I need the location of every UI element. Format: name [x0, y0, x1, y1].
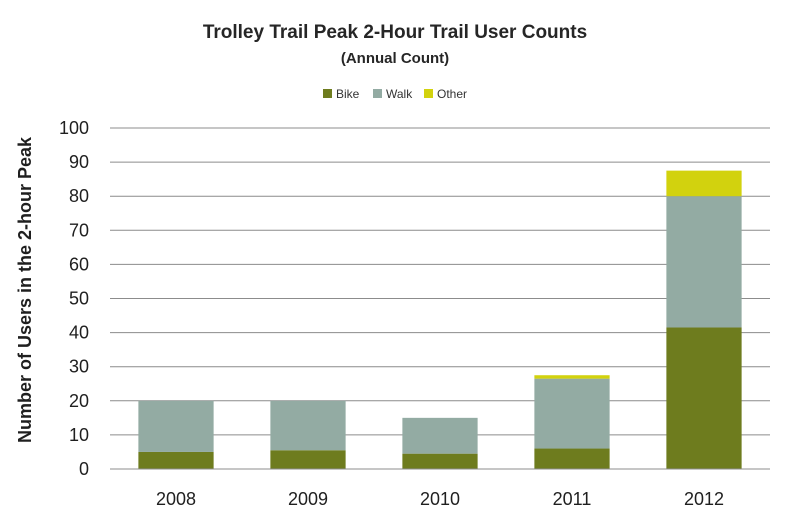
y-tick-label: 50	[69, 289, 89, 309]
legend: Bike Walk Other	[323, 87, 467, 101]
bar-walk-2008	[138, 400, 214, 452]
bar-walk-2011	[534, 378, 610, 449]
legend-label-other: Other	[437, 87, 467, 101]
y-tick-label: 100	[59, 118, 89, 138]
legend-swatch-walk	[373, 89, 382, 98]
bar-walk-2009	[270, 400, 346, 451]
legend-swatch-other	[424, 89, 433, 98]
y-axis-label: Number of Users in the 2-hour Peak	[15, 136, 35, 443]
x-tick-label: 2009	[288, 489, 328, 509]
y-tick-label: 0	[79, 459, 89, 479]
legend-label-bike: Bike	[336, 87, 360, 101]
y-tick-label: 70	[69, 220, 89, 240]
y-tick-label: 20	[69, 391, 89, 411]
legend-swatch-bike	[323, 89, 332, 98]
bar-bike-2012	[666, 327, 742, 469]
y-tick-label: 10	[69, 425, 89, 445]
bar-bike-2009	[270, 450, 346, 469]
x-tick-label: 2010	[420, 489, 460, 509]
chart-subtitle: (Annual Count)	[341, 50, 449, 67]
bar-other-2011	[534, 375, 610, 379]
y-tick-label: 40	[69, 323, 89, 343]
y-tick-label: 30	[69, 357, 89, 377]
bar-walk-2012	[666, 196, 742, 328]
y-tick-label: 80	[69, 186, 89, 206]
bar-walk-2010	[402, 417, 478, 454]
x-tick-label: 2008	[156, 489, 196, 509]
x-axis-ticks: 2008 2009 2010 2011 2012	[156, 489, 724, 509]
bar-bike-2008	[138, 451, 214, 469]
y-tick-label: 90	[69, 152, 89, 172]
y-tick-label: 60	[69, 254, 89, 274]
bars	[138, 170, 742, 469]
x-tick-label: 2012	[684, 489, 724, 509]
bar-other-2012	[666, 170, 742, 197]
chart-title: Trolley Trail Peak 2-Hour Trail User Cou…	[203, 22, 587, 43]
legend-label-walk: Walk	[386, 87, 413, 101]
y-axis-ticks: 0 10 20 30 40 50 60 70 80 90 100	[59, 118, 89, 479]
bar-bike-2010	[402, 453, 478, 469]
bar-bike-2011	[534, 448, 610, 469]
gridlines	[110, 127, 770, 436]
x-tick-label: 2011	[553, 489, 592, 509]
